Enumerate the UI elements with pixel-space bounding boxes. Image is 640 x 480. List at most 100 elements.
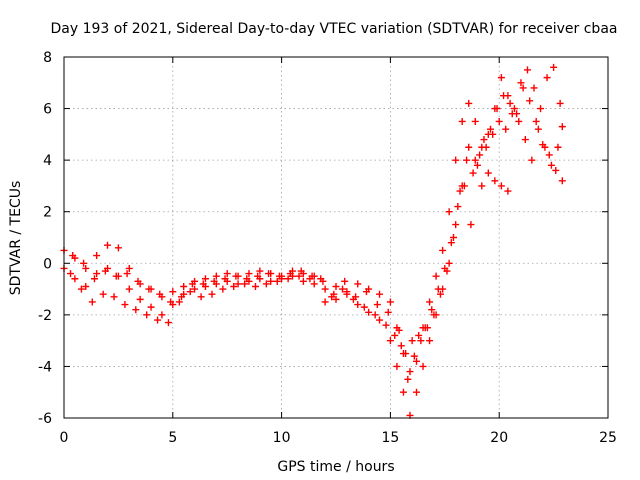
data-point bbox=[447, 239, 455, 247]
data-point bbox=[284, 275, 292, 283]
data-point bbox=[430, 311, 438, 319]
y-tick-label: -2 bbox=[38, 308, 52, 324]
data-point bbox=[254, 272, 262, 280]
data-point bbox=[460, 182, 468, 190]
data-point bbox=[201, 275, 209, 283]
data-point bbox=[134, 277, 142, 285]
data-point bbox=[125, 264, 133, 272]
data-point bbox=[382, 321, 390, 329]
data-point bbox=[482, 143, 490, 151]
y-tick-label: 6 bbox=[43, 102, 52, 118]
data-point bbox=[101, 267, 109, 275]
data-point bbox=[471, 156, 479, 164]
data-point bbox=[552, 166, 560, 174]
data-point bbox=[478, 182, 486, 190]
data-point bbox=[110, 293, 118, 301]
data-point bbox=[413, 388, 421, 396]
data-point bbox=[543, 74, 551, 82]
data-point bbox=[426, 298, 434, 306]
data-point bbox=[510, 105, 518, 113]
data-point bbox=[371, 311, 379, 319]
data-point bbox=[243, 275, 251, 283]
data-point bbox=[476, 151, 484, 159]
data-point bbox=[410, 352, 418, 360]
data-point bbox=[191, 285, 199, 293]
data-point bbox=[251, 282, 259, 290]
data-point bbox=[332, 295, 340, 303]
data-point bbox=[415, 331, 423, 339]
data-point bbox=[454, 203, 462, 211]
plot-frame bbox=[63, 56, 609, 419]
series-track-c bbox=[67, 110, 566, 383]
data-point bbox=[267, 277, 275, 285]
data-point bbox=[136, 295, 144, 303]
data-point bbox=[506, 99, 514, 107]
data-point bbox=[230, 282, 238, 290]
data-point bbox=[88, 298, 96, 306]
data-point bbox=[445, 208, 453, 216]
data-point bbox=[495, 117, 503, 125]
data-point bbox=[545, 151, 553, 159]
series-track-a bbox=[60, 63, 564, 376]
x-tick-label: 20 bbox=[490, 430, 508, 446]
data-point bbox=[484, 169, 492, 177]
data-point bbox=[90, 275, 98, 283]
data-point bbox=[341, 277, 349, 285]
data-point bbox=[406, 368, 414, 376]
data-point bbox=[391, 331, 399, 339]
data-point bbox=[471, 117, 479, 125]
data-point bbox=[439, 246, 447, 254]
data-point bbox=[426, 337, 434, 345]
data-point bbox=[208, 290, 216, 298]
data-point bbox=[245, 270, 253, 278]
data-point bbox=[465, 99, 473, 107]
data-point bbox=[67, 270, 75, 278]
data-point bbox=[532, 117, 540, 125]
data-point bbox=[123, 270, 131, 278]
data-point bbox=[558, 177, 566, 185]
chart-title: Day 193 of 2021, Sidereal Day-to-day VTE… bbox=[51, 21, 618, 37]
data-point bbox=[528, 156, 536, 164]
data-point bbox=[275, 272, 283, 280]
data-point bbox=[354, 301, 362, 309]
data-point bbox=[432, 272, 440, 280]
data-point bbox=[395, 326, 403, 334]
data-point bbox=[384, 308, 392, 316]
data-point bbox=[262, 280, 270, 288]
data-point bbox=[308, 272, 316, 280]
data-point bbox=[321, 285, 329, 293]
data-point bbox=[521, 136, 529, 144]
data-point bbox=[112, 272, 120, 280]
data-point bbox=[558, 123, 566, 131]
data-point bbox=[365, 308, 373, 316]
data-point bbox=[180, 282, 188, 290]
data-point bbox=[458, 117, 466, 125]
data-point bbox=[493, 105, 501, 113]
y-axis-label: SDTVAR / TECUs bbox=[8, 181, 24, 296]
data-point bbox=[386, 298, 394, 306]
data-point bbox=[273, 277, 281, 285]
data-point bbox=[99, 290, 107, 298]
data-point bbox=[465, 143, 473, 151]
data-point bbox=[386, 337, 394, 345]
x-tick-label: 5 bbox=[168, 430, 177, 446]
data-point bbox=[154, 316, 162, 324]
data-point bbox=[145, 285, 153, 293]
data-point bbox=[164, 319, 172, 327]
data-point bbox=[265, 270, 273, 278]
data-point bbox=[82, 264, 90, 272]
y-tick-label: 8 bbox=[43, 50, 52, 66]
data-point bbox=[125, 285, 133, 293]
data-point bbox=[473, 161, 481, 169]
data-point bbox=[519, 84, 527, 92]
data-point bbox=[526, 97, 534, 105]
data-point bbox=[517, 79, 525, 87]
data-point bbox=[104, 241, 112, 249]
data-point bbox=[77, 285, 85, 293]
data-point bbox=[310, 280, 318, 288]
data-point bbox=[69, 252, 77, 260]
data-point bbox=[114, 244, 122, 252]
y-tick-labels: -6 -4 -2 0 2 4 6 8 bbox=[38, 50, 52, 427]
y-tick-label: 0 bbox=[43, 256, 52, 272]
x-tick-label: 10 bbox=[273, 430, 291, 446]
